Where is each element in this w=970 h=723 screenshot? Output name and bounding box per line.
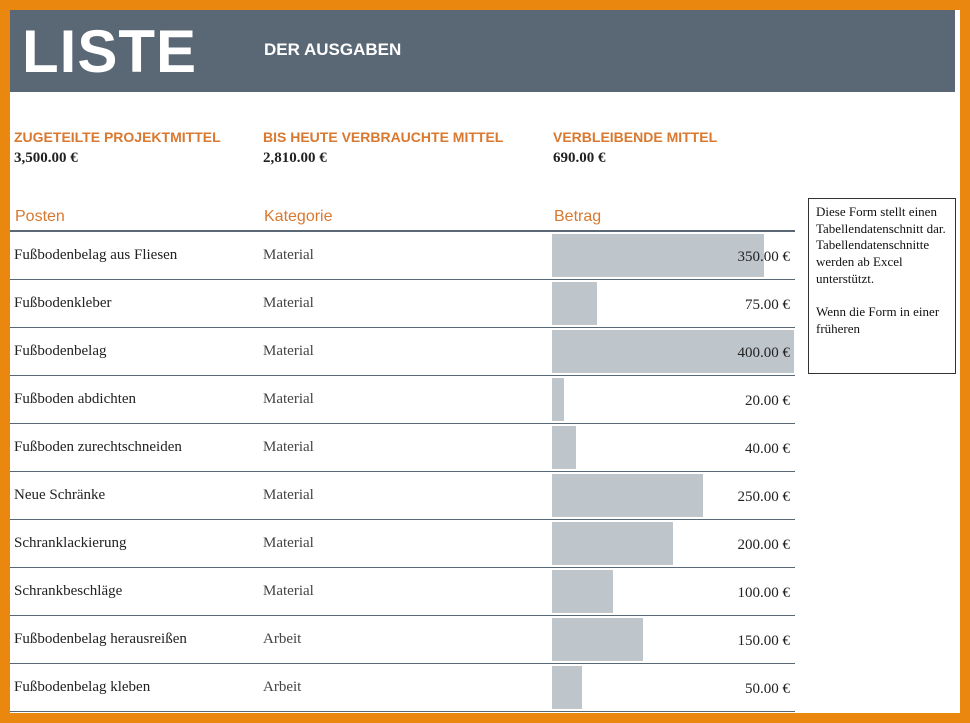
amount-cell[interactable]: 50.00 € — [552, 666, 794, 709]
category-cell[interactable]: Material — [263, 391, 314, 407]
summary-label: BIS HEUTE VERBRAUCHTE MITTEL — [263, 129, 504, 145]
title-banner: LISTE DER AUSGABEN — [10, 10, 955, 92]
item-cell[interactable]: Fußbodenbelag herausreißen — [14, 631, 187, 647]
amount-value: 20.00 € — [745, 393, 790, 409]
amount-value: 75.00 € — [745, 297, 790, 313]
item-cell[interactable]: Schrankbeschläge — [14, 583, 123, 599]
header-rule — [10, 230, 795, 232]
summary-label: VERBLEIBENDE MITTEL — [553, 129, 718, 145]
item-cell[interactable]: Fußboden zurechtschneiden — [14, 439, 182, 455]
slicer-placeholder-note[interactable]: Diese Form stellt einen Tabellendatensch… — [808, 198, 956, 374]
table-row[interactable]: Fußbodenbelag Material 400.00 € — [10, 328, 795, 376]
data-bar — [552, 282, 597, 325]
column-header-category[interactable]: Kategorie — [264, 208, 333, 225]
summary-value[interactable]: 3,500.00 € — [14, 150, 78, 166]
category-cell[interactable]: Material — [263, 247, 314, 263]
data-bar — [552, 570, 613, 613]
summary-allocated-funds: ZUGETEILTE PROJEKTMITTEL 3,500.00 € — [14, 129, 221, 167]
item-cell[interactable]: Fußbodenkleber — [14, 295, 112, 311]
amount-value: 150.00 € — [737, 633, 791, 649]
expense-table-body: Fußbodenbelag aus Fliesen Material 350.00 … — [10, 232, 795, 712]
amount-cell[interactable]: 400.00 € — [552, 330, 794, 373]
item-cell[interactable]: Fußbodenbelag aus Fliesen — [14, 247, 178, 263]
data-bar — [552, 522, 673, 565]
category-cell[interactable]: Material — [263, 583, 314, 599]
item-cell[interactable]: Fußboden abdichten — [14, 391, 137, 407]
data-bar — [552, 618, 643, 661]
amount-cell[interactable]: 75.00 € — [552, 282, 794, 325]
amount-value: 50.00 € — [745, 681, 790, 697]
item-cell[interactable]: Fußbodenbelag kleben — [14, 679, 151, 695]
summary-remaining-funds: VERBLEIBENDE MITTEL 690.00 € — [553, 129, 717, 167]
item-cell[interactable]: Schranklackierung — [14, 535, 127, 551]
category-cell[interactable]: Material — [263, 295, 314, 311]
data-bar — [552, 234, 764, 277]
data-bar — [552, 666, 582, 709]
table-row[interactable]: Fußbodenbelag herausreißen Arbeit 150.00 € — [10, 616, 795, 664]
category-cell[interactable]: Arbeit — [263, 679, 302, 695]
banner-subtitle: DER AUSGABEN — [264, 40, 402, 59]
table-row[interactable]: Schrankbeschläge Material 100.00 € — [10, 568, 795, 616]
amount-value: 400.00 € — [737, 345, 791, 361]
item-cell[interactable]: Fußbodenbelag — [14, 343, 107, 359]
table-row[interactable]: Fußbodenbelag aus Fliesen Material 350.00 … — [10, 232, 795, 280]
amount-cell[interactable]: 100.00 € — [552, 570, 794, 613]
amount-value: 200.00 € — [737, 537, 791, 553]
item-cell[interactable]: Neue Schränke — [14, 487, 106, 503]
column-header-item[interactable]: Posten — [15, 208, 65, 225]
category-cell[interactable]: Arbeit — [263, 631, 302, 647]
category-cell[interactable]: Material — [263, 343, 314, 359]
summary-value[interactable]: 690.00 € — [553, 150, 606, 166]
table-row[interactable]: Fußboden zurechtschneiden Material 40.00 € — [10, 424, 795, 472]
amount-value: 100.00 € — [737, 585, 791, 601]
column-header-amount[interactable]: Betrag — [554, 208, 602, 225]
category-cell[interactable]: Material — [263, 439, 314, 455]
amount-cell[interactable]: 250.00 € — [552, 474, 794, 517]
amount-cell[interactable]: 200.00 € — [552, 522, 794, 565]
data-bar — [552, 426, 576, 469]
table-row[interactable]: Fußboden abdichten Material 20.00 € — [10, 376, 795, 424]
table-row[interactable]: Neue Schränke Material 250.00 € — [10, 472, 795, 520]
banner-title: LISTE — [22, 18, 198, 85]
category-cell[interactable]: Material — [263, 487, 314, 503]
data-bar — [552, 474, 703, 517]
category-cell[interactable]: Material — [263, 535, 314, 551]
table-row[interactable]: Fußbodenbelag kleben Arbeit 50.00 € — [10, 664, 795, 712]
summary-label: ZUGETEILTE PROJEKTMITTEL — [14, 129, 221, 145]
amount-cell[interactable]: 150.00 € — [552, 618, 794, 661]
summary-value[interactable]: 2,810.00 € — [263, 150, 327, 166]
amount-cell[interactable]: 40.00 € — [552, 426, 794, 469]
data-bar — [552, 330, 794, 373]
amount-value: 250.00 € — [737, 489, 791, 505]
amount-cell[interactable]: 20.00 € — [552, 378, 794, 421]
amount-cell[interactable]: 350.00 € — [552, 234, 794, 277]
data-bar — [552, 378, 564, 421]
table-row[interactable]: Schranklackierung Material 200.00 € — [10, 520, 795, 568]
amount-value: 350.00 € — [737, 249, 791, 265]
spreadsheet-page: LISTE DER AUSGABEN ZUGETEILTE PROJEKTMIT… — [10, 10, 960, 713]
table-row[interactable]: Fußbodenkleber Material 75.00 € — [10, 280, 795, 328]
summary-spent-funds: BIS HEUTE VERBRAUCHTE MITTEL 2,810.00 € — [263, 129, 503, 167]
amount-value: 40.00 € — [745, 441, 790, 457]
